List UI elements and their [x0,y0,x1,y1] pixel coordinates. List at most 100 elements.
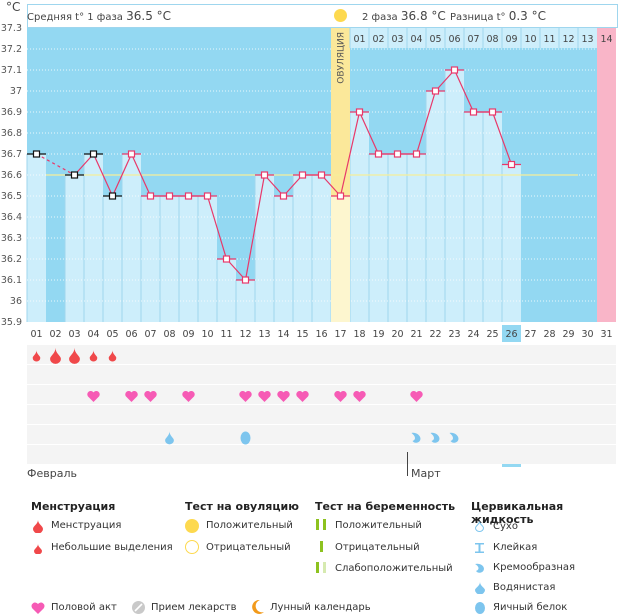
temperature-point [127,150,136,158]
y-tick-label: 37.2 [1,44,22,55]
ovulation-column-lower [331,196,350,322]
pregnancy-faint-icon [316,562,319,573]
phase2-day-label: 03 [391,34,403,45]
phase2-value: 36.8 °C [400,9,446,23]
spotting-drop-icon [34,544,42,554]
temperature-point [32,150,41,158]
temperature-bar [502,164,521,322]
medication-pill-icon [132,601,145,614]
temperature-point [298,171,307,179]
symbol-row [27,385,616,404]
temperature-bar [350,112,369,322]
legend-lunar-calendar: Лунный календарь [270,602,371,613]
cycle-day-label: 06 [125,329,137,340]
legend-cervical-title: Цервикальная жидкость [471,500,564,526]
temperature-point [317,171,326,179]
expected-period-column [597,28,616,322]
intercourse-heart-icon [144,390,157,402]
temperature-point [203,192,212,200]
temperature-bar [160,196,179,322]
temperature-point [412,150,421,158]
temperature-difference: Разница t° 0.3 °C [450,9,546,23]
y-tick-label: 36.6 [1,170,22,181]
y-tick-label: 36.7 [1,149,22,160]
legend: Менструация Менструация Небольшие выделе… [0,496,626,616]
legend-fluid-watery: Водянистая [493,582,556,593]
phase2-day-label: 05 [429,34,441,45]
y-tick-label: 36.1 [1,275,22,286]
pregnancy-positive-icon [316,519,319,530]
intercourse-heart-icon [258,390,271,402]
legend-intercourse: Половой акт [51,602,117,613]
y-tick-label: 36.8 [1,128,22,139]
fluid-eggwhite-icon [240,431,251,445]
ovulation-negative-icon [185,540,199,554]
today-highlight [502,325,521,342]
temperature-point [431,87,440,95]
temperature-segment [130,153,152,197]
spotting-drop-icon [32,350,41,362]
symbol-row [27,445,616,464]
fluid-creamy-icon [475,563,484,573]
cycle-day-label: 19 [372,329,384,340]
cycle-day-label: 27 [524,329,536,340]
legend-ovulation-positive: Положительный [206,520,293,531]
y-tick-label: 36.4 [1,212,22,223]
temperature-segment [244,174,266,281]
phase2-day-label: 10 [524,34,536,45]
temperature-point [374,150,383,158]
temperature-segment [92,153,114,197]
temperature-point [279,192,288,200]
temperature-segment [358,111,380,155]
temperature-point [488,108,497,116]
symbol-row [27,425,616,444]
temperature-bar [179,196,198,322]
symbol-row [27,345,616,364]
spotting-drop-icon [89,350,98,362]
y-tick-label: 37.1 [1,65,22,76]
lunar-moon-icon [252,600,264,614]
legend-menstruation-title: Менструация [31,500,116,513]
month-label-march: Март [411,467,441,480]
temperature-point [336,192,345,200]
intercourse-heart-icon [334,390,347,402]
cycle-day-label: 09 [182,329,194,340]
temperature-segment [36,153,75,176]
temperature-bar [103,196,122,322]
phase2-day-label: 02 [372,34,384,45]
y-tick-label: 36.2 [1,254,22,265]
month-label-february: Февраль [27,467,77,480]
temperature-point [184,192,193,200]
temperature-point [507,160,516,169]
y-tick-label: 37.3 [1,23,22,34]
temperature-bar [255,175,274,322]
temperature-bar [464,112,483,322]
phase2-day-label: 11 [543,34,555,45]
cycle-day-label: 23 [448,329,460,340]
fluid-creamy-icon [449,432,459,443]
intercourse-heart-icon [182,390,195,402]
fluid-creamy-icon [411,432,421,443]
phase2-label: 2 фаза [362,12,398,23]
symbol-row [27,365,616,384]
pregnancy-faint-icon-bar2 [323,562,326,573]
cycle-day-label: 02 [49,329,61,340]
cycle-day-label: 01 [30,329,42,340]
legend-fluid-eggwhite: Яичный белок [493,602,568,613]
symbol-row [27,405,616,424]
cycle-day-label: 03 [68,329,80,340]
bbt-chart: ОВУЛЯЦИЯ 01 02 03 04 05 06 07 08 09 10 11 12 13 14 35.… [1,23,616,467]
temperature-bar [293,175,312,322]
phase2-day-label: 14 [600,34,612,45]
phase2-day-label: 08 [486,34,498,45]
ovulation-label: ОВУЛЯЦИЯ [337,32,347,84]
phase1-value: 36.5 °C [126,9,172,23]
diff-value: 0.3 °C [508,9,547,23]
cycle-day-label: 26 [505,329,517,340]
cycle-day-label: 17 [334,329,346,340]
legend-ovulation-test-title: Тест на овуляцию [185,500,299,513]
fluid-dry-icon [475,521,484,532]
pregnancy-positive-icon-bar2 [323,519,326,530]
cycle-day-label: 12 [239,329,251,340]
phase2-day-label: 04 [410,34,422,45]
